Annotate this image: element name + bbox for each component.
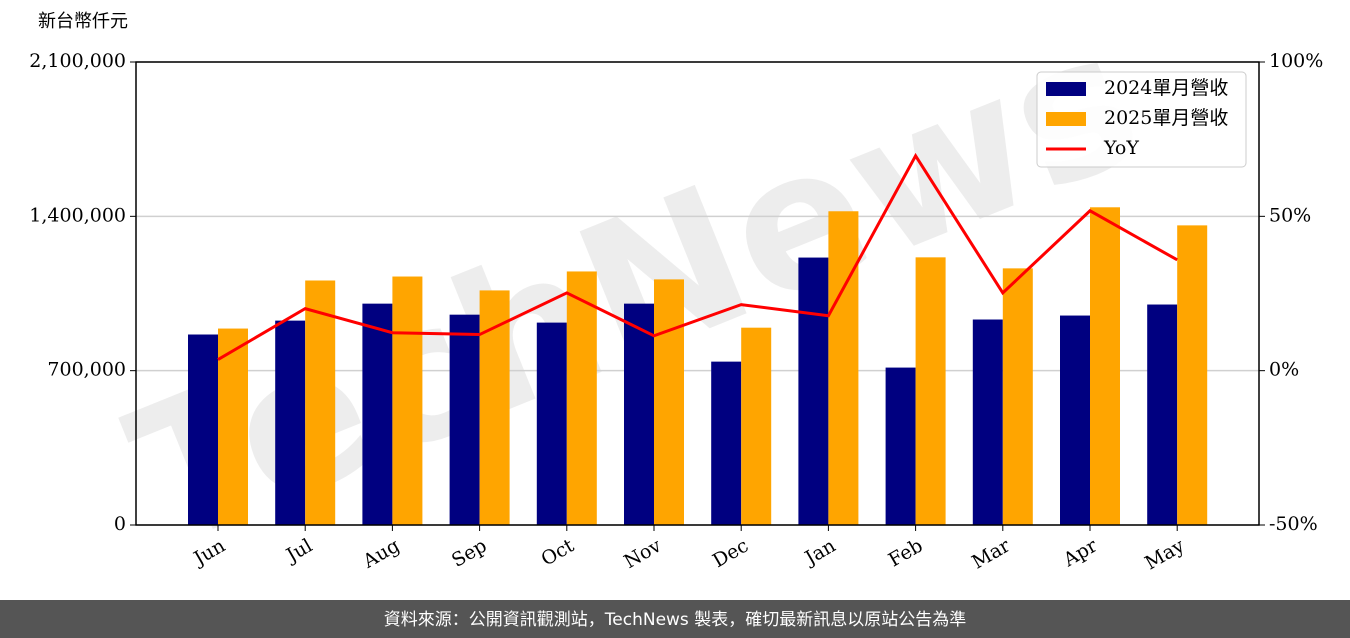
bar (275, 320, 306, 525)
bar (188, 334, 218, 525)
bar (1060, 315, 1090, 525)
bar (1090, 207, 1120, 525)
bar (654, 279, 684, 525)
bar (741, 327, 772, 525)
bar (536, 322, 567, 525)
legend-label: YoY (1103, 137, 1139, 159)
bar (711, 361, 742, 525)
y2-tick-label: 100% (1269, 50, 1323, 72)
x-tick-label: Oct (537, 534, 578, 570)
footer-text: 資料來源：公開資訊觀測站，TechNews 製表，確切最新訊息以原站公告為準 (384, 610, 966, 630)
line (217, 152, 1178, 361)
bar (305, 280, 336, 525)
x-tick-label: Jan (800, 535, 840, 571)
bar (392, 276, 423, 525)
bar (449, 314, 480, 525)
bar (828, 211, 859, 525)
footer-bar (0, 600, 1350, 638)
x-tick-label: Nov (620, 534, 665, 573)
x-tick-label: Mar (968, 534, 1014, 573)
legend-swatch (1046, 82, 1086, 96)
bar (1002, 268, 1033, 525)
x-tick-label: Sep (448, 535, 491, 572)
x-tick-label: Feb (885, 535, 927, 572)
legend-swatch (1046, 112, 1086, 126)
y-tick-label: 1,400,000 (29, 204, 126, 226)
y-tick-label: 2,100,000 (29, 50, 126, 72)
x-tick-label: Aug (359, 535, 404, 574)
x-tick-label: Dec (709, 535, 752, 573)
bar (566, 271, 597, 525)
y2-tick-label: 0% (1269, 359, 1299, 381)
bar (798, 257, 829, 525)
bar (624, 303, 654, 525)
bar (362, 303, 393, 525)
bar (885, 367, 916, 525)
bar (1177, 225, 1208, 525)
y2-tick-label: -50% (1269, 513, 1318, 535)
bar (1147, 304, 1178, 525)
y2-tick-label: 50% (1269, 204, 1311, 226)
legend-box (1036, 71, 1247, 168)
plot-frame (135, 61, 1260, 526)
x-tick-label: May (1141, 534, 1188, 574)
y-tick-label: 0 (114, 513, 126, 535)
y-axis-label: 新台幣仟元 (38, 11, 128, 32)
legend-label: 2024單月營收 (1104, 77, 1228, 99)
x-tick-label: Apr (1059, 534, 1102, 571)
bar (972, 319, 1003, 525)
y-tick-label: 700,000 (47, 359, 126, 381)
legend-label: 2025單月營收 (1104, 107, 1228, 129)
bar (915, 257, 946, 525)
bar (218, 328, 248, 525)
bar (479, 290, 510, 525)
